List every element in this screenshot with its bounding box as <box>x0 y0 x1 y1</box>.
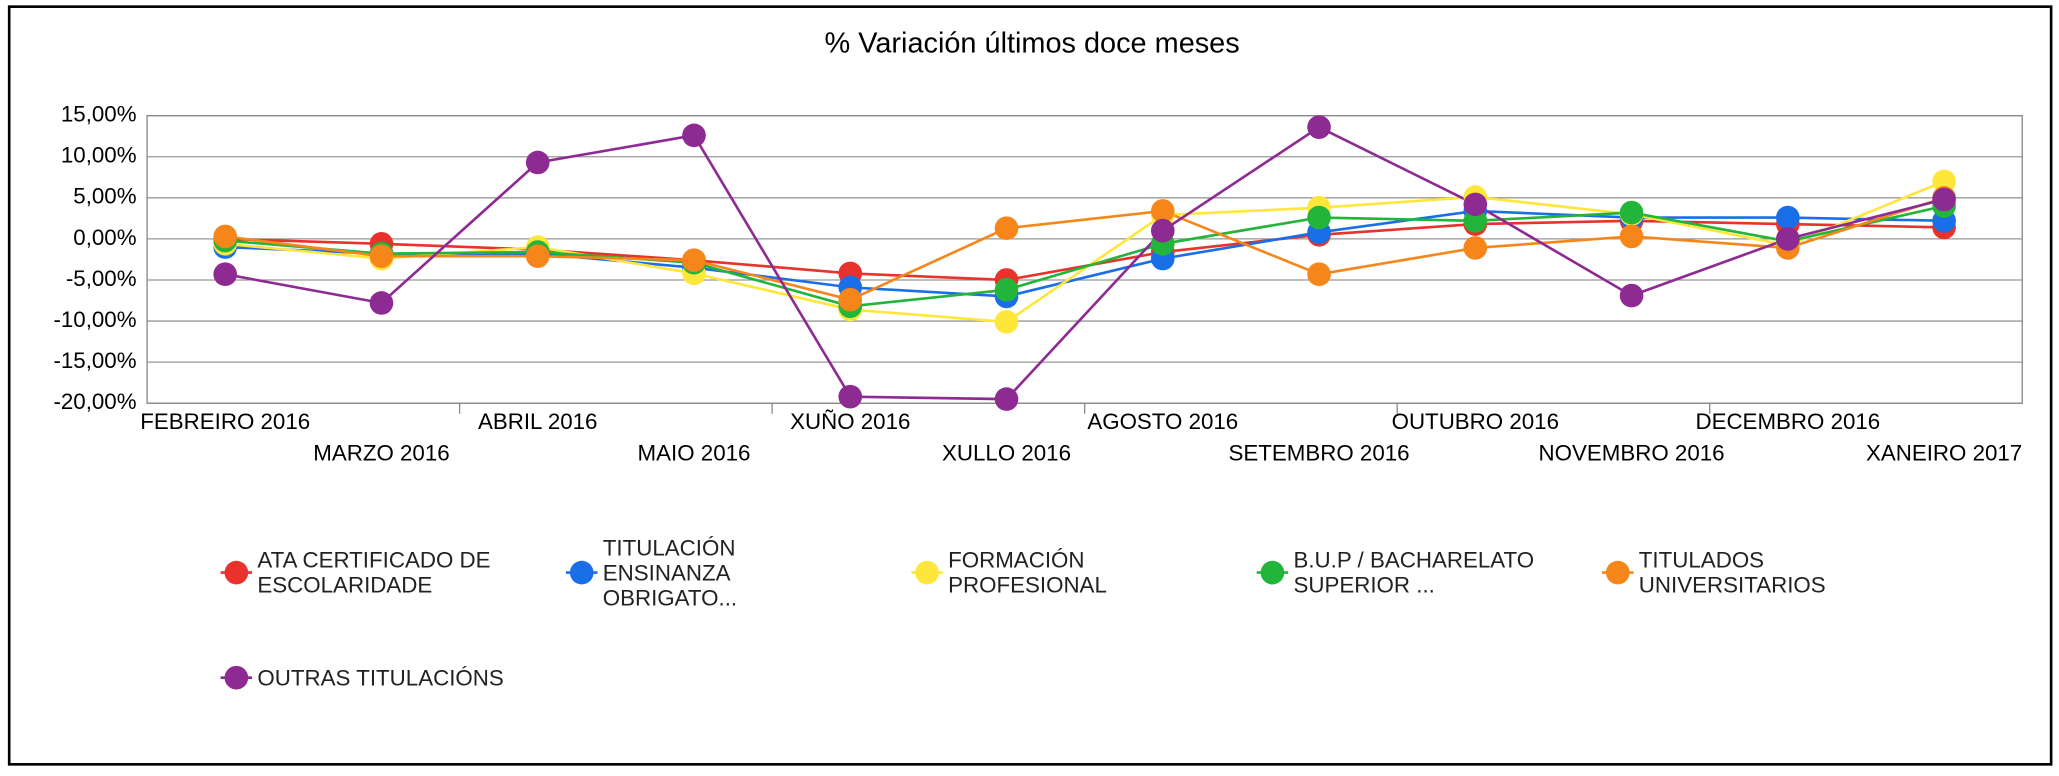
x-tick-label: FEBREIRO 2016 <box>140 409 310 434</box>
data-point <box>1932 169 1956 194</box>
series-line <box>225 204 1945 308</box>
data-point <box>1307 115 1331 139</box>
data-point <box>369 244 394 268</box>
y-tick-label: -15,00% <box>53 348 136 373</box>
legend-label: OUTRAS TITULACIÓNS <box>257 665 504 691</box>
data-point <box>1150 199 1175 223</box>
legend-item: B.U.P / BACHARELATO SUPERIOR ... <box>1293 547 1535 598</box>
x-tick-label: OUTUBRO 2016 <box>1392 409 1559 434</box>
data-point <box>1463 192 1488 217</box>
legend-item: ATA CERTIFICADO DE ESCOLARIDADE <box>257 547 491 598</box>
x-tick-label: NOVEMBRO 2016 <box>1539 440 1725 465</box>
data-point <box>525 244 550 268</box>
y-tick-label: -5,00% <box>66 266 137 291</box>
data-point <box>1932 187 1956 212</box>
data-point <box>682 248 706 273</box>
chart-title: % Variación últimos doce meses <box>825 27 1240 59</box>
data-point <box>838 287 863 312</box>
x-tick-label: DECEMBRO 2016 <box>1695 409 1880 434</box>
y-tick-label: 15,00% <box>61 102 137 127</box>
data-point <box>213 262 238 287</box>
x-tick-label: AGOSTO 2016 <box>1087 409 1238 434</box>
data-point <box>1619 283 1644 308</box>
x-tick-label: XULLO 2016 <box>942 440 1071 465</box>
data-point <box>994 310 1019 334</box>
data-point <box>1150 218 1175 243</box>
legend-label: ATA CERTIFICADO DE ESCOLARIDADE <box>257 547 491 598</box>
y-tick-label: -10,00% <box>53 307 136 332</box>
legend-label: TITULADOS UNIVERSITARIOS <box>1638 547 1826 598</box>
data-point <box>1619 224 1644 249</box>
y-tick-label: -20,00% <box>53 389 136 414</box>
y-tick-label: 0,00% <box>73 225 136 250</box>
y-tick-label: 5,00% <box>73 184 136 209</box>
legend-marker <box>1605 560 1630 585</box>
data-point <box>1307 205 1331 230</box>
x-tick-label: ABRIL 2016 <box>478 409 597 434</box>
x-tick-label: XANEIRO 2017 <box>1866 440 2022 465</box>
legend-marker <box>224 665 249 690</box>
data-point <box>682 123 706 148</box>
data-point <box>1463 236 1488 260</box>
data-point <box>525 150 550 175</box>
series-line <box>224 125 1945 401</box>
legend-item: FORMACIÓN PROFESIONAL <box>948 547 1107 598</box>
legend-marker <box>1260 560 1285 585</box>
series-line <box>225 180 1945 324</box>
data-point <box>838 384 863 409</box>
x-tick-label: MARZO 2016 <box>313 440 449 465</box>
data-point <box>1307 262 1331 287</box>
data-point <box>994 387 1019 411</box>
data-point <box>213 224 238 249</box>
legend-marker <box>224 560 249 585</box>
x-tick-label: MAIO 2016 <box>638 440 751 465</box>
data-point <box>1776 227 1800 251</box>
data-point <box>994 216 1019 241</box>
x-tick-label: SETEMBRO 2016 <box>1229 440 1410 465</box>
legend-label: TITULACIÓN ENSINANZA OBRIGATO... <box>602 535 738 611</box>
legend-item: TITULADOS UNIVERSITARIOS <box>1638 547 1826 598</box>
legend-item: TITULACIÓN ENSINANZA OBRIGATO... <box>602 535 738 611</box>
x-tick-label: XUÑO 2016 <box>790 409 910 434</box>
y-tick-label: 10,00% <box>61 143 137 168</box>
chart-frame <box>7 5 2053 766</box>
data-point <box>369 291 394 315</box>
data-point <box>1619 200 1644 225</box>
data-point <box>994 278 1019 302</box>
legend-label: FORMACIÓN PROFESIONAL <box>948 547 1107 598</box>
legend-label: B.U.P / BACHARELATO SUPERIOR ... <box>1293 547 1535 598</box>
data-point <box>1463 209 1488 233</box>
legend-marker <box>569 560 594 585</box>
data-point <box>1776 205 1800 230</box>
legend-marker <box>915 560 939 585</box>
series-line <box>225 196 1945 302</box>
legend-item: OUTRAS TITULACIÓNS <box>257 665 504 691</box>
